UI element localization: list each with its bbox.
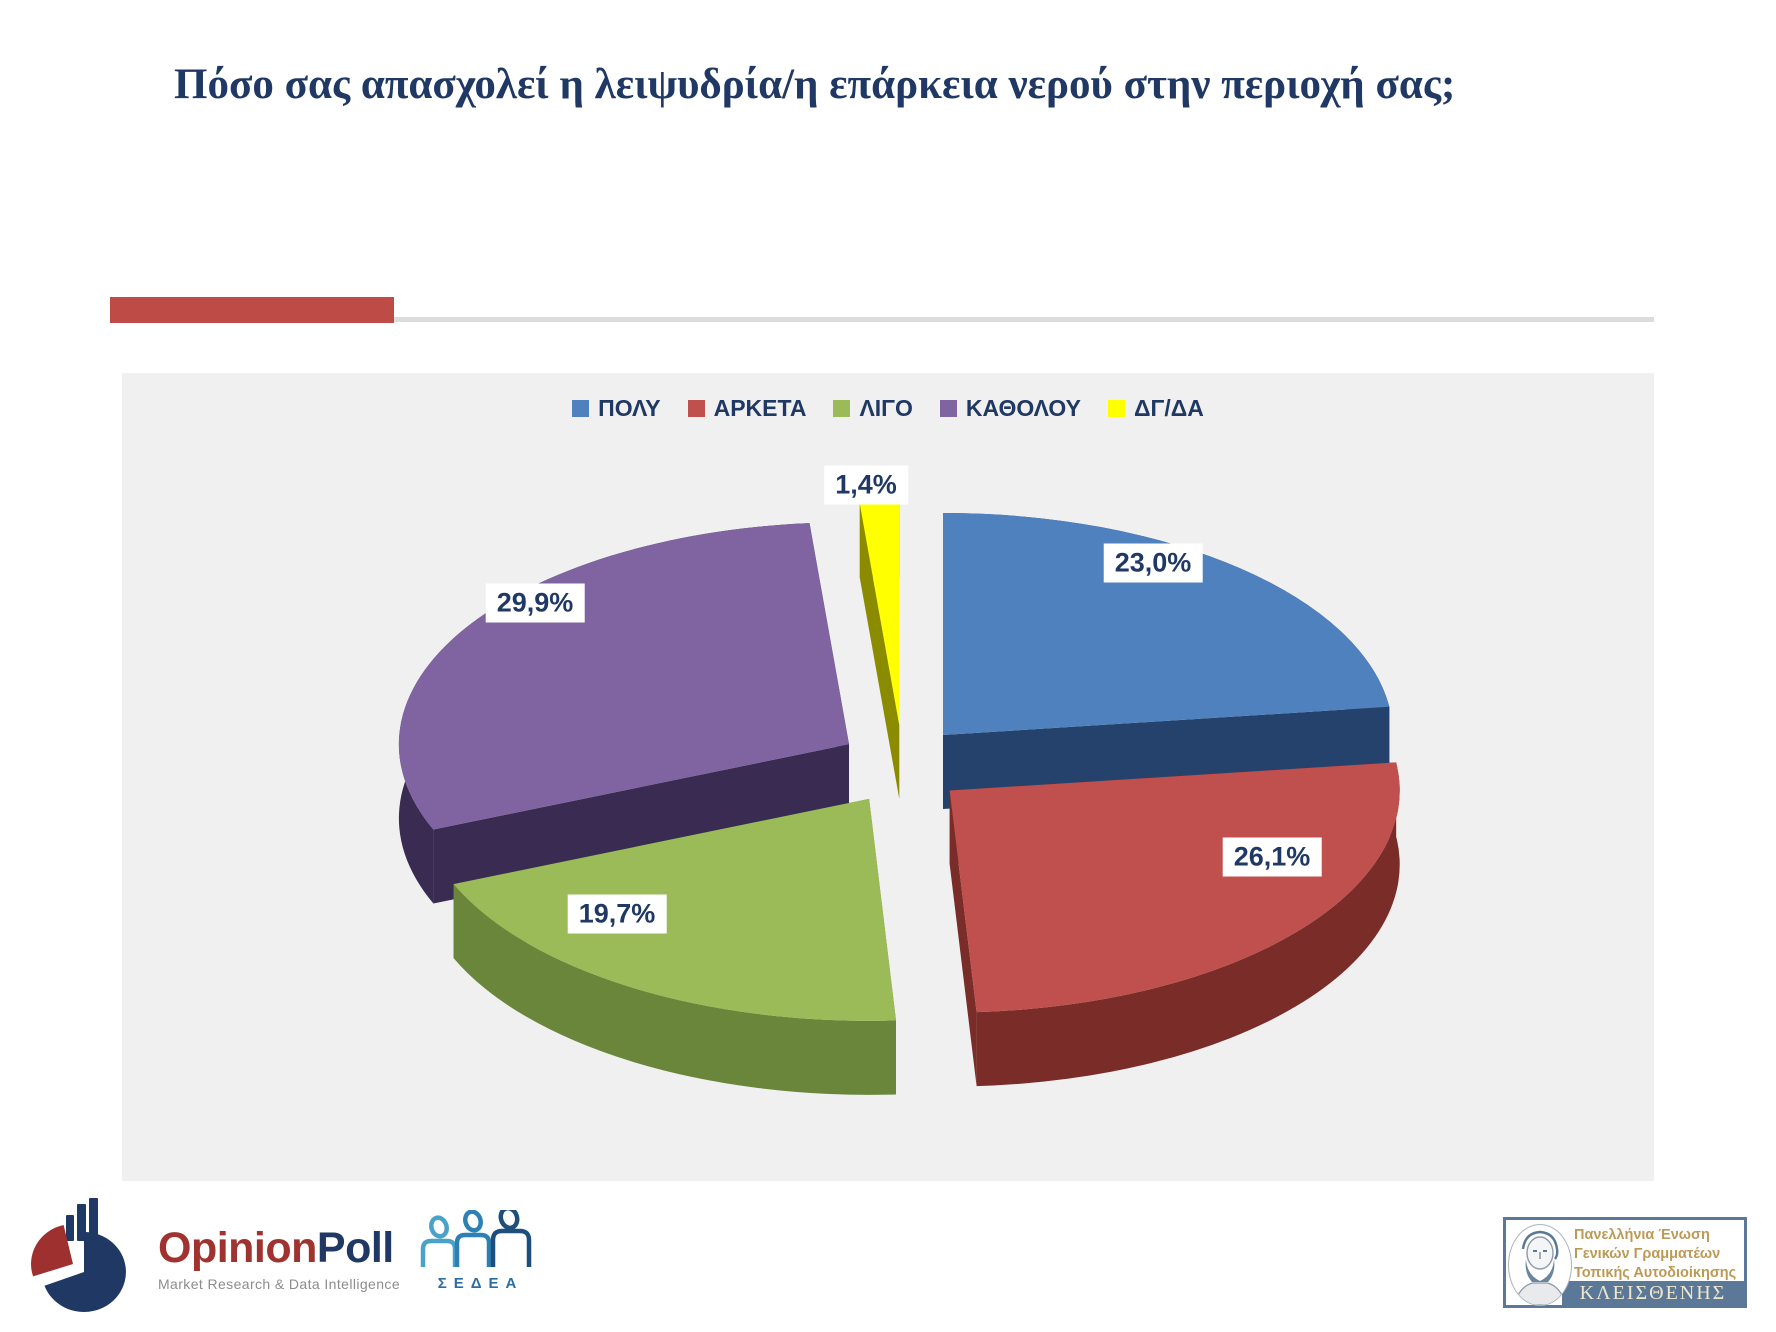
legend-swatch-ΔΓ/ΔΑ xyxy=(1108,400,1125,417)
divider-line xyxy=(110,317,1654,322)
legend-item-ΛΙΓΟ: ΛΙΓΟ xyxy=(833,395,913,422)
opinionpoll-pie-icon xyxy=(31,1198,126,1312)
data-label-ΔΓ/ΔΑ: 1,4% xyxy=(824,465,908,505)
pie-slice-side-ΑΡΚΕΤΑ xyxy=(976,762,1400,1087)
legend-item-ΔΓ/ΔΑ: ΔΓ/ΔΑ xyxy=(1108,395,1204,422)
legend-item-ΠΟΛΥ: ΠΟΛΥ xyxy=(572,395,661,422)
data-label-ΑΡΚΕΤΑ: 26,1% xyxy=(1222,837,1322,877)
legend-swatch-ΑΡΚΕΤΑ xyxy=(687,400,705,417)
sedea-logo: ΣΕΔΕΑ xyxy=(415,1205,539,1292)
pie-slice-side-ΑΡΚΕΤΑ xyxy=(949,790,977,1087)
data-label-ΠΟΛΥ: 23,0% xyxy=(1103,543,1203,583)
pie-slice-ΑΡΚΕΤΑ xyxy=(949,762,1400,1013)
pie-slice-ΔΓ/ΔΑ xyxy=(859,503,900,725)
brand-opinion: Opinion xyxy=(158,1223,317,1272)
sedea-name: ΣΕΔΕΑ xyxy=(437,1275,524,1292)
accent-bar xyxy=(110,297,394,323)
opinionpoll-tagline: Market Research & Data Intelligence xyxy=(158,1275,400,1292)
opinionpoll-wordmark: OpinionPoll Market Research & Data Intel… xyxy=(158,1223,400,1292)
legend-swatch-ΚΑΘΟΛΟΥ xyxy=(939,400,957,417)
legend-label: ΠΟΛΥ xyxy=(598,395,661,421)
kleisthenis-bust-oval xyxy=(1508,1224,1572,1306)
pie-slice-ΠΟΛΥ xyxy=(943,513,1390,735)
kleisthenis-org-name: Πανελλήνια Ένωση Γενικών Γραμματέων Τοπι… xyxy=(1574,1226,1746,1283)
legend-swatch-ΛΙΓΟ xyxy=(833,400,851,417)
kleisthenis-line2: Γενικών Γραμματέων xyxy=(1574,1246,1721,1262)
legend-swatch-ΠΟΛΥ xyxy=(572,400,590,417)
kleisthenis-bust-icon xyxy=(1516,1230,1564,1305)
sedea-people-icon xyxy=(420,1205,532,1267)
pie-slice-side-ΔΓ/ΔΑ xyxy=(859,503,900,799)
kleisthenis-line3: Τοπικής Αυτοδιοίκησης xyxy=(1574,1265,1737,1281)
legend-item-ΑΡΚΕΤΑ: ΑΡΚΕΤΑ xyxy=(687,395,807,422)
kleisthenis-line1: Πανελλήνια Ένωση xyxy=(1574,1227,1710,1243)
data-label-ΚΑΘΟΛΟΥ: 29,9% xyxy=(485,583,585,623)
legend-item-ΚΑΘΟΛΟΥ: ΚΑΘΟΛΟΥ xyxy=(939,395,1081,422)
kleisthenis-banner: ΚΛΕΙΣΘΕΝΗΣ xyxy=(1562,1281,1744,1305)
legend-label: ΔΓ/ΔΑ xyxy=(1134,395,1204,421)
legend-label: ΑΡΚΕΤΑ xyxy=(713,395,807,421)
opinionpoll-brand: OpinionPoll xyxy=(158,1223,400,1272)
legend-label: ΚΑΘΟΛΟΥ xyxy=(965,395,1081,421)
opinionpoll-logo: OpinionPoll Market Research & Data Intel… xyxy=(30,1198,400,1320)
pie-slice-ΛΙΓΟ xyxy=(453,798,896,1021)
data-labels: 23,0% 26,1% 19,7% 29,9% 1,4% xyxy=(122,373,1654,1181)
chart-legend: ΠΟΛΥ ΑΡΚΕΤΑ ΛΙΓΟ ΚΑΘΟΛΟΥ ΔΓ/ΔΑ xyxy=(122,395,1654,422)
pie-slice-side-ΛΙΓΟ xyxy=(453,884,896,1095)
legend-label: ΛΙΓΟ xyxy=(859,395,913,421)
slide-title: Πόσο σας απασχολεί η λειψυδρία/η επάρκει… xyxy=(174,61,1456,108)
data-label-ΛΙΓΟ: 19,7% xyxy=(567,894,667,934)
pie-slice-side-ΚΑΘΟΛΟΥ xyxy=(433,744,849,904)
brand-poll: Poll xyxy=(316,1223,394,1272)
kleisthenis-logo: Πανελλήνια Ένωση Γενικών Γραμματέων Τοπι… xyxy=(1503,1217,1747,1308)
chart-area: ΠΟΛΥ ΑΡΚΕΤΑ ΛΙΓΟ ΚΑΘΟΛΟΥ ΔΓ/ΔΑ 23,0% 26,1% 19,… xyxy=(122,373,1654,1181)
